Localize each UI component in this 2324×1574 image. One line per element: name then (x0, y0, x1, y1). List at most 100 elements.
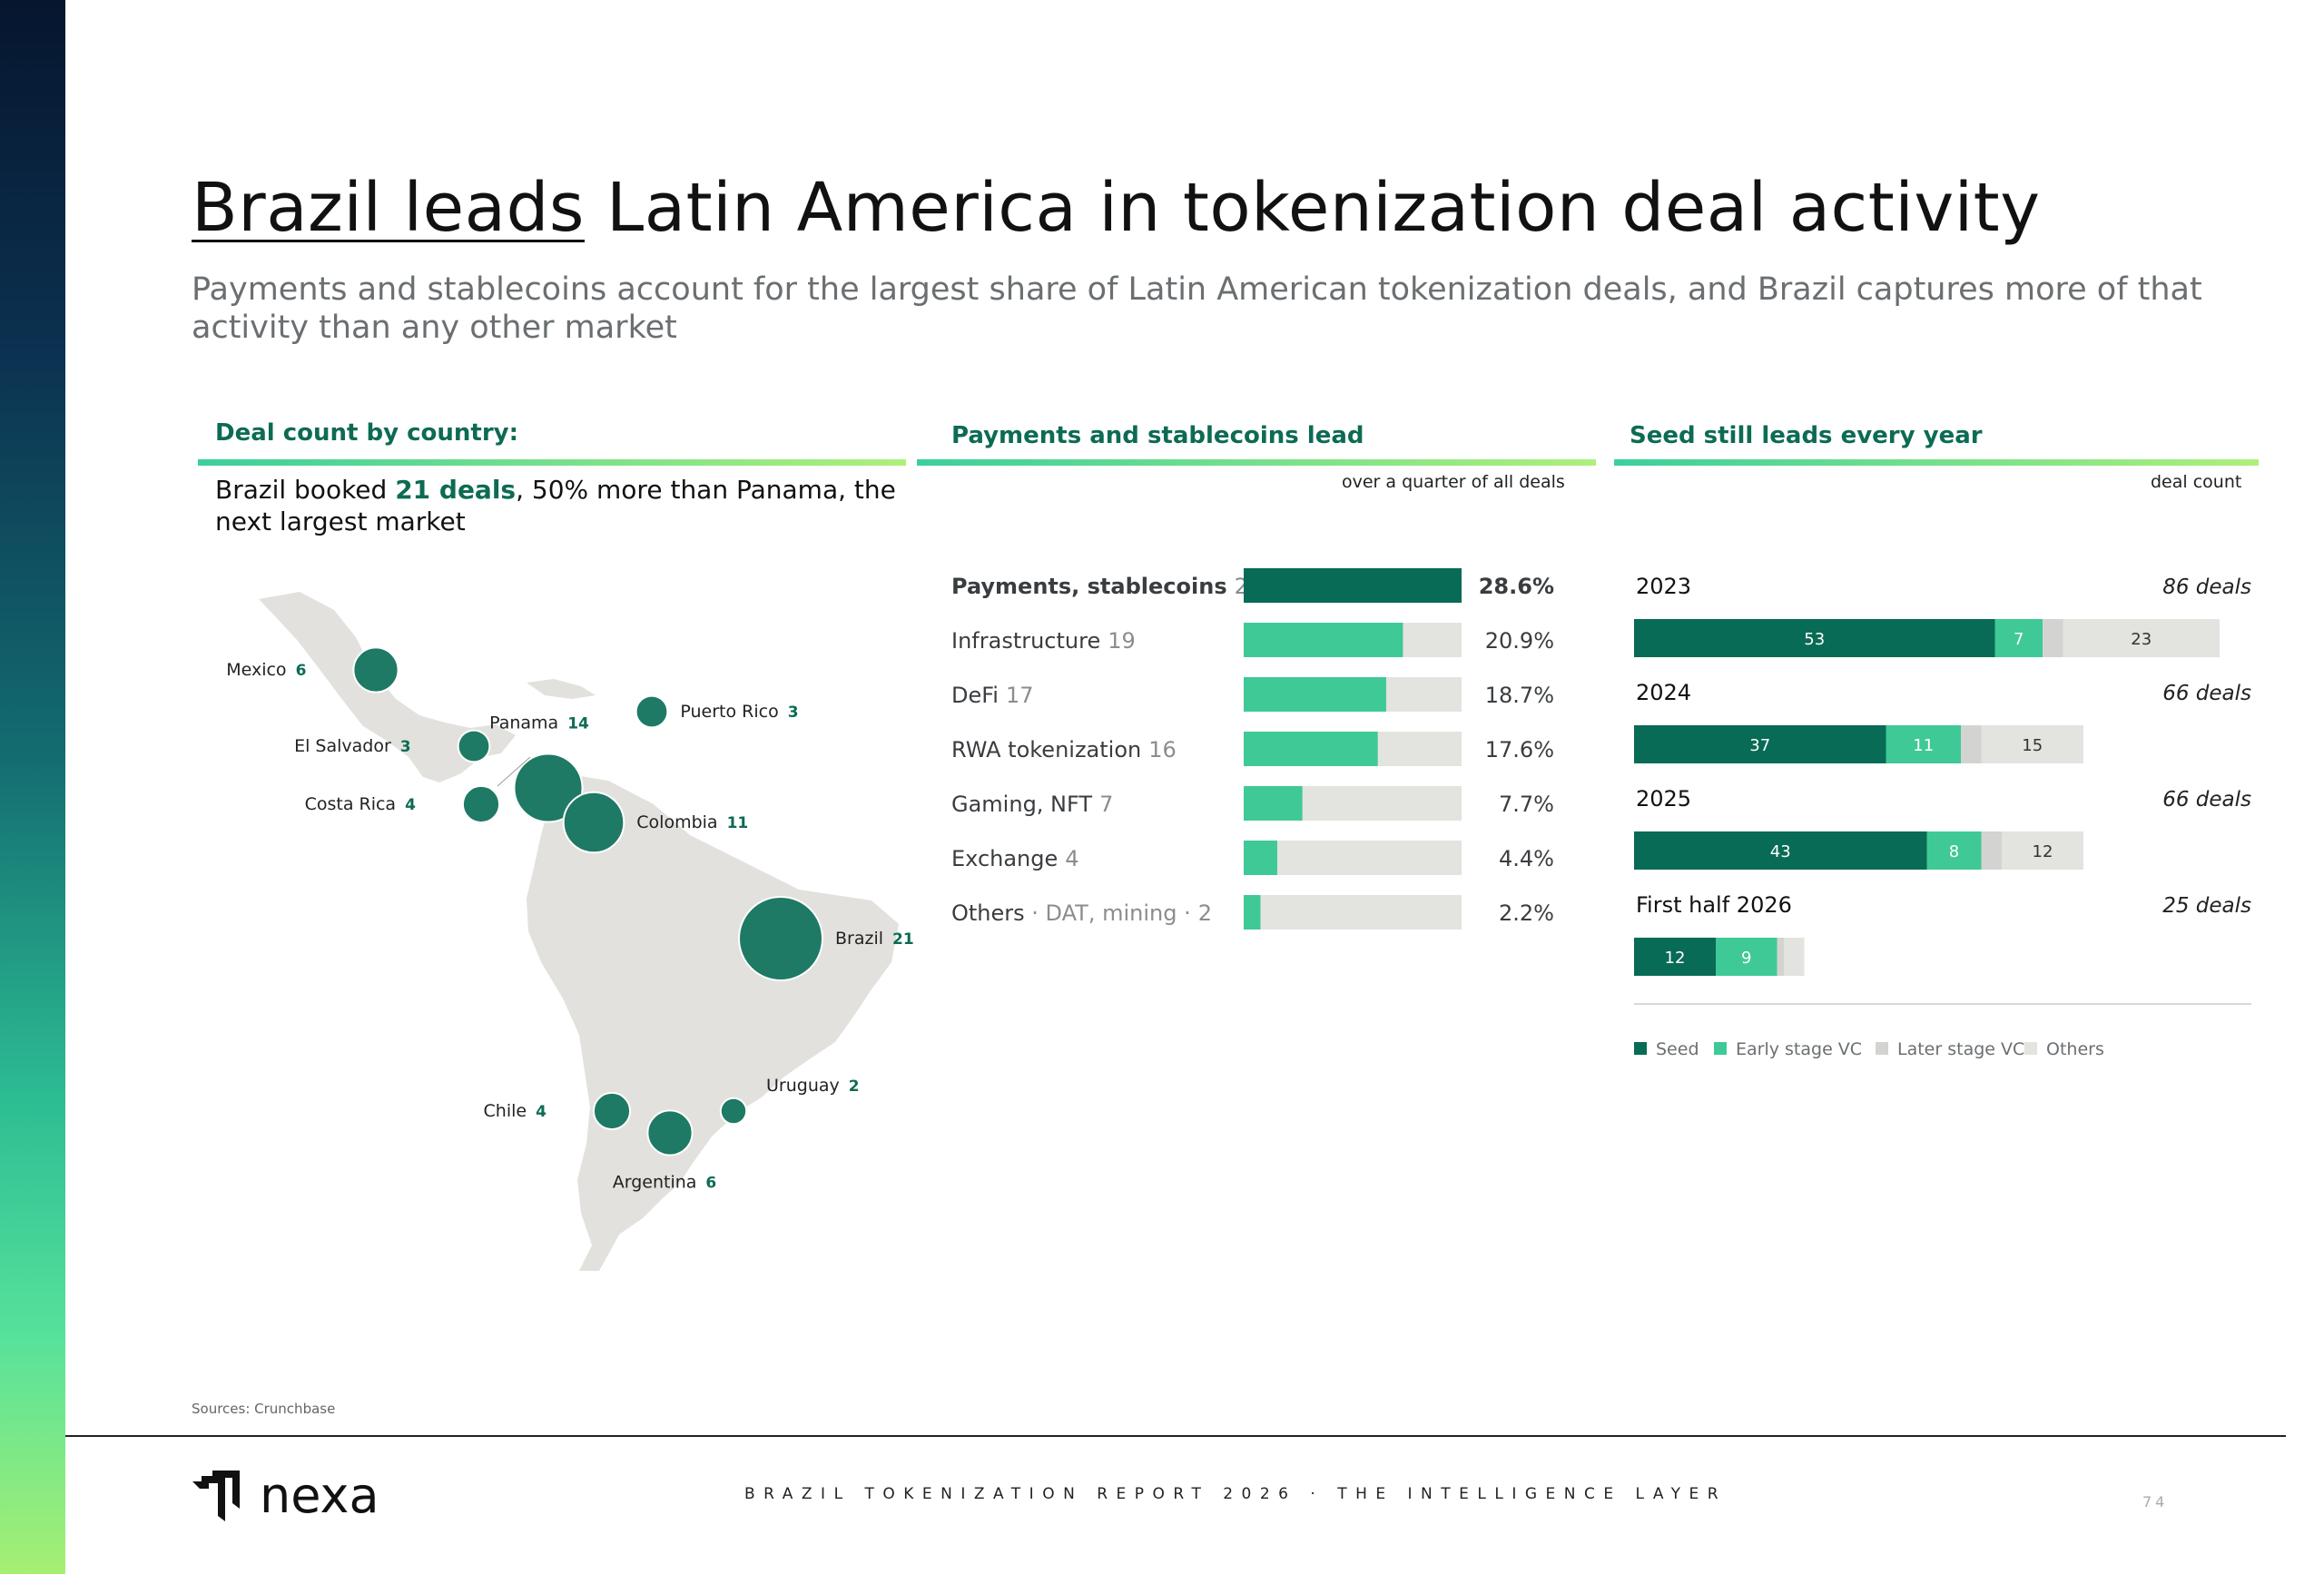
page-number: 74 (2142, 1493, 2169, 1510)
nexa-mark-icon (192, 1470, 240, 1521)
sector-count-others: 2 (1198, 900, 1212, 926)
bubble-country-puerto-rico: Puerto Rico (680, 702, 778, 722)
bubble-country-argentina: Argentina (613, 1173, 697, 1193)
sector-bar-rwa-tokenization (1244, 732, 1378, 766)
stage-seg-2023-later-stage-vc (2043, 619, 2063, 657)
bubble-country-brazil: Brazil (835, 929, 883, 949)
bubble-colombia (562, 791, 625, 854)
land-mexico-central (259, 592, 516, 782)
bubble-value-argentina: 6 (705, 1175, 716, 1193)
sector-panel-heading: Payments and stablecoins lead (951, 422, 1364, 449)
sector-track-exchange (1244, 841, 1462, 875)
sector-name-gaming-nft: Gaming, NFT (951, 792, 1092, 817)
sector-pct-infrastructure: 20.9% (1485, 628, 1554, 654)
sector-bar-chart: Payments, stablecoins26 28.6% Infrastructu… (951, 568, 1554, 930)
stage-seg-label-first-half-2026-seed: 12 (1665, 949, 1686, 968)
country-bubble-map: Mexico 6 El Salvador 3 Costa Rica 4 Panama 14 Pu… (226, 592, 914, 1271)
sector-count-exchange: 4 (1065, 846, 1078, 871)
stage-seg-2024-later-stage-vc (1961, 725, 1982, 763)
legend-swatch-early-stage-vc (1714, 1042, 1727, 1055)
report-footer-title: BRAZIL TOKENIZATION REPORT 2026 · THE IN… (744, 1485, 1728, 1503)
bubble-label-el-salvador: El Salvador 3 (294, 736, 411, 756)
stage-seg-label-2023-early-stage-vc: 7 (2014, 630, 2024, 649)
bubble-argentina (646, 1109, 694, 1156)
sector-pct-rwa-tokenization: 17.6% (1485, 737, 1554, 762)
bubble-el-salvador (457, 729, 491, 763)
sector-pct-exchange: 4.4% (1499, 846, 1554, 871)
bubble-value-uruguay: 2 (849, 1077, 860, 1096)
sector-pct-others: 2.2% (1499, 900, 1554, 926)
page-title: Brazil leads Latin America in tokenizati… (192, 169, 2040, 247)
map-bubbles: Mexico 6 El Salvador 3 Costa Rica 4 Panama 14 Pu… (226, 646, 914, 1193)
legend-label-seed: Seed (1656, 1039, 1699, 1059)
bubble-label-costa-rica: Costa Rica 4 (305, 794, 417, 814)
bubble-country-uruguay: Uruguay (766, 1076, 840, 1096)
stage-total-2024: 66 deals (2162, 682, 2251, 705)
stage-seg-label-2023-others: 23 (2131, 630, 2152, 649)
stage-seg-2023-seed (1634, 619, 1995, 657)
stage-seg-label-2025-early-stage-vc: 8 (1949, 842, 1959, 861)
bubble-label-colombia: Colombia 11 (636, 812, 748, 832)
legend-swatch-seed (1634, 1042, 1647, 1055)
sector-panel-note: over a quarter of all deals (1342, 472, 1565, 492)
bubble-label-panama: Panama 14 (489, 713, 589, 733)
bubble-chile (592, 1091, 632, 1131)
country-text-post: , 50% more than Panama, the next largest… (215, 475, 896, 536)
sector-panel-rule (917, 459, 1596, 466)
bubble-mexico (352, 646, 399, 694)
stage-seg-2025-others (2002, 831, 2083, 870)
sector-label-others: Others · DAT, mining · 2 (951, 900, 1212, 926)
sector-bar-payments-stablecoins (1244, 568, 1462, 603)
bubble-value-puerto-rico: 3 (788, 703, 799, 722)
country-panel-rule (198, 459, 906, 466)
legend-label-others: Others (2046, 1039, 2104, 1059)
sector-name-exchange: Exchange (951, 846, 1058, 871)
country-panel-text: Brazil booked 21 deals, 50% more than Pa… (215, 474, 905, 537)
sector-label-rwa-tokenization: RWA tokenization 16 (951, 737, 1177, 762)
stage-panel-heading: Seed still leads every year (1630, 422, 1983, 449)
sector-count-infrastructure: 19 (1108, 628, 1136, 654)
stage-seg-2025-later-stage-vc (1981, 831, 2002, 870)
page-subtitle: Payments and stablecoins account for the… (192, 271, 2202, 346)
sector-suffix-others: · DAT, mining · (1025, 900, 1191, 926)
stage-seg-2024-others (1981, 725, 2083, 763)
accent-gradient-bar (0, 0, 65, 1574)
bubble-label-puerto-rico: Puerto Rico 3 (680, 702, 798, 722)
bubble-value-el-salvador: 3 (400, 738, 411, 756)
land-caribbean (527, 679, 596, 699)
country-panel-heading: Deal count by country: (215, 419, 519, 447)
bubble-panama (513, 753, 584, 823)
stage-year-2025: 2025 (1636, 786, 1691, 812)
country-text-pre: Brazil booked (215, 475, 396, 505)
sector-pct-payments-stablecoins: 28.6% (1479, 574, 1554, 599)
sector-name-infrastructure: Infrastructure (951, 628, 1100, 654)
sector-label-payments-stablecoins: Payments, stablecoins26 (951, 574, 1262, 599)
bubble-label-uruguay: Uruguay 2 (766, 1076, 860, 1096)
sector-bar-defi (1244, 677, 1386, 712)
bubble-value-chile: 4 (536, 1103, 547, 1121)
stage-seg-label-2024-early-stage-vc: 11 (1913, 736, 1934, 755)
stage-seg-2025-seed (1634, 831, 1927, 870)
bubble-label-argentina: Argentina 6 (613, 1173, 717, 1193)
stage-year-2024: 2024 (1636, 680, 1691, 705)
title-highlight: Brazil leads (192, 169, 585, 247)
stage-total-2025: 66 deals (2162, 788, 2251, 812)
stage-year-first-half-2026: First half 2026 (1636, 892, 1792, 918)
bubble-brazil (738, 896, 823, 981)
stage-total-first-half-2026: 25 deals (2162, 894, 2251, 918)
bubble-value-costa-rica: 4 (405, 796, 416, 814)
legend-label-early-stage-vc: Early stage VC (1736, 1039, 1862, 1059)
bubble-puerto-rico (635, 694, 669, 729)
land-south-america (527, 768, 899, 1271)
sector-name-defi: DeFi (951, 683, 999, 708)
stage-seg-2023-early-stage-vc (1994, 619, 2043, 657)
stage-seg-first-half-2026-seed (1634, 938, 1716, 976)
legend-label-later-stage-vc: Later stage VC (1897, 1039, 2024, 1059)
sector-name-payments-stablecoins: Payments, stablecoins (951, 574, 1227, 599)
sector-label-infrastructure: Infrastructure 19 (951, 628, 1136, 654)
brand-logo: nexa (189, 1467, 379, 1524)
bubble-country-chile: Chile (484, 1101, 527, 1121)
sector-track-others (1244, 895, 1462, 930)
sector-name-others: Others (951, 900, 1025, 926)
bubble-country-colombia: Colombia (636, 812, 717, 832)
